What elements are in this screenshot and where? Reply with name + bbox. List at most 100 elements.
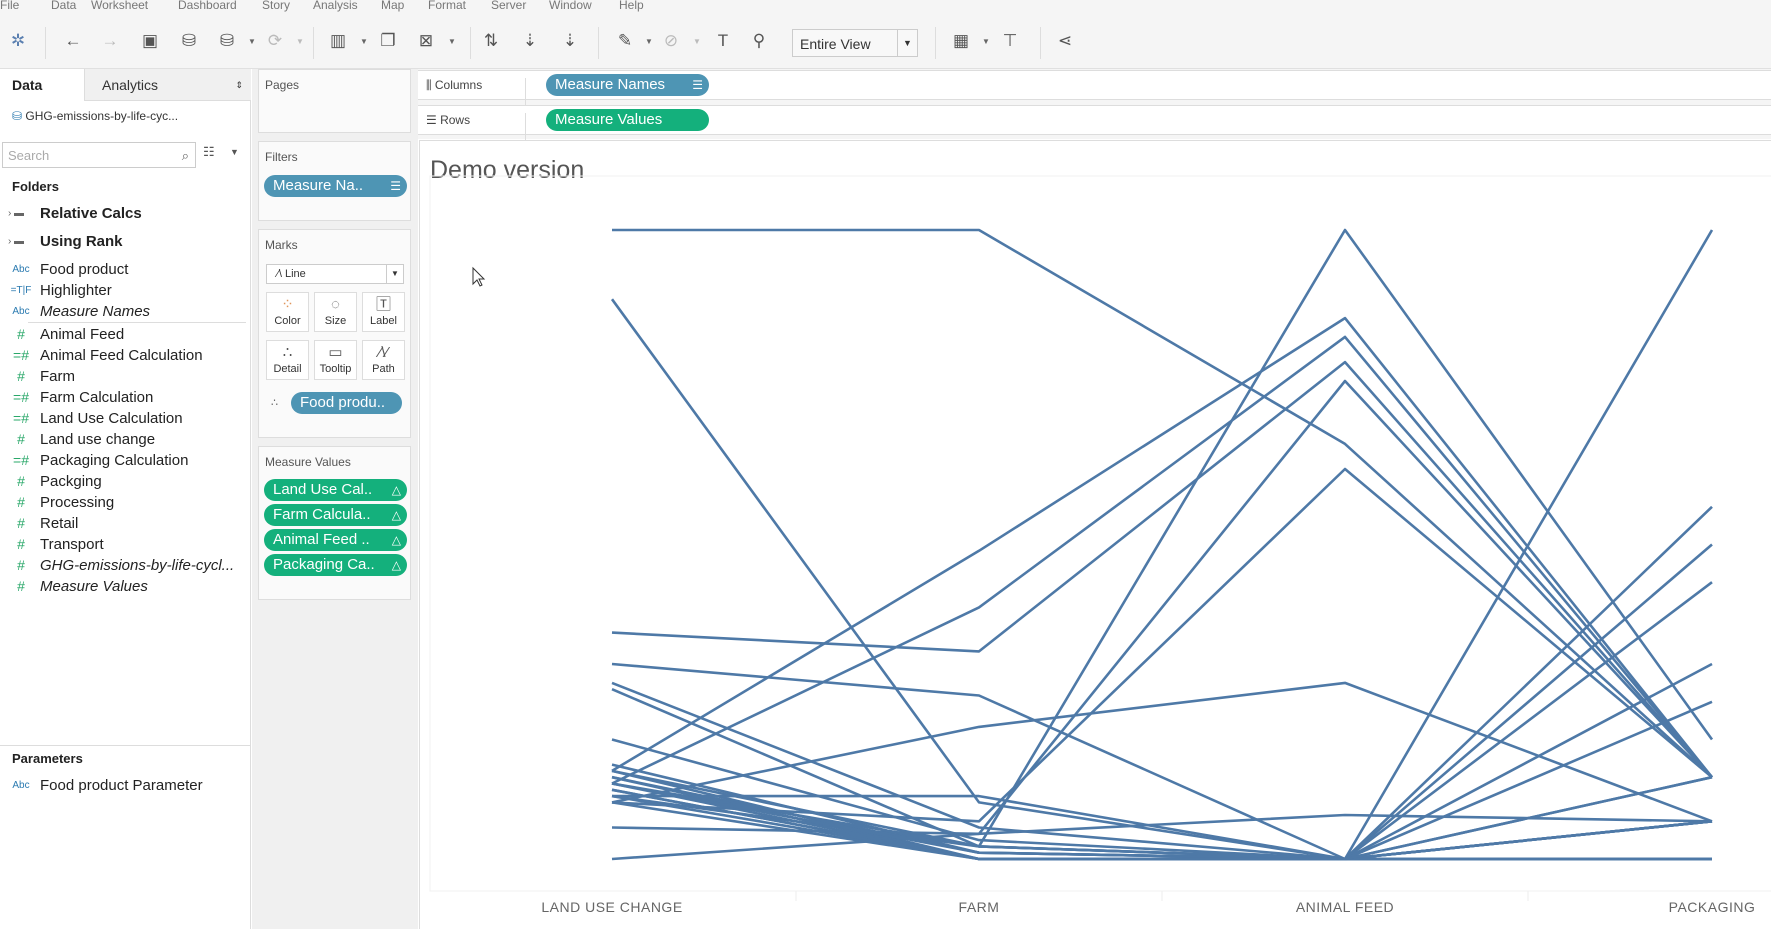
menu-help[interactable]: Help (619, 0, 644, 12)
series-line-26[interactable] (611, 775, 1713, 861)
series-line-4[interactable] (611, 360, 1713, 779)
highlight-icon[interactable]: ✎ (617, 31, 633, 50)
field-item[interactable]: =# Packaging Calculation (0, 450, 250, 471)
folder-item[interactable]: › ▬ Using Rank (0, 231, 250, 252)
field-item[interactable]: # Transport (0, 534, 250, 555)
columns-pill[interactable]: Measure Names ☰ (546, 74, 709, 96)
pause-updates-icon[interactable]: ⛁ (219, 31, 235, 50)
color-button[interactable]: ⁘ Color (266, 292, 309, 332)
series-line-12[interactable] (611, 681, 1713, 823)
measure-pill[interactable]: Animal Feed .. △ (264, 529, 407, 551)
redo-icon[interactable]: → (101, 31, 119, 50)
field-item[interactable]: # Land use change (0, 429, 250, 450)
columns-shelf[interactable]: ⫼ Columns Measure Names ☰ (418, 70, 1771, 106)
tab-data[interactable]: Data (12, 77, 43, 93)
refresh-icon[interactable]: ⟳ (267, 31, 283, 50)
columns-shelf-label: ⫼ Columns (426, 78, 526, 106)
field-item[interactable]: # Packging (0, 471, 250, 492)
series-line-15[interactable] (611, 229, 1714, 861)
label-label: Label (370, 315, 397, 327)
duplicate-sheet-icon[interactable]: ❐ (380, 31, 396, 50)
view-list-icon[interactable]: ☷ (203, 144, 215, 159)
field-item[interactable]: =T|F Highlighter (0, 280, 250, 301)
presentation-icon[interactable]: ⊤ (1002, 31, 1018, 50)
fit-view-select[interactable]: Entire View ▼ (792, 29, 918, 57)
swap-icon[interactable]: ⇅ (483, 31, 499, 50)
line-chart[interactable]: LAND USE CHANGE FARM ANIMAL FEED PACKAGING (420, 141, 1771, 930)
menu-data[interactable]: Data (51, 0, 77, 12)
measure-pill[interactable]: Farm Calcula.. △ (264, 504, 407, 526)
tooltip-button[interactable]: ▭ Tooltip (314, 340, 357, 380)
parameter-item[interactable]: Abc Food product Parameter (0, 775, 250, 796)
field-item[interactable]: # Farm (0, 366, 250, 387)
series-line-6[interactable] (611, 228, 1714, 848)
show-me-icon[interactable]: ▦ (952, 31, 970, 50)
folder-icon: › ▬ (7, 236, 25, 247)
group-icon[interactable]: ⊘ (663, 31, 679, 50)
folder-item[interactable]: › ▬ Relative Calcs (0, 203, 250, 224)
sort-ascending-icon[interactable]: ⇣ (522, 31, 538, 50)
menu-server[interactable]: Server (491, 0, 527, 12)
detail-pill[interactable]: Food produ.. (291, 392, 402, 414)
series-line-3[interactable] (611, 335, 1713, 785)
field-item[interactable]: # GHG-emissions-by-life-cycl... (0, 555, 250, 576)
filter-pill[interactable]: Measure Na.. ☰ (264, 175, 407, 197)
field-item[interactable]: # Measure Values (0, 576, 250, 597)
labels-icon[interactable]: T (717, 31, 729, 50)
toolbar: ✲ ← → ▣ ⛁ ⛁ ▼ ⟳ ▼ ▥ ▼ ❐ ⊠ ▼ ⇅ ⇣ ⇣ ✎ ▼ ⊘ ▼ T ⚲ … (0, 17, 1771, 69)
series-line-9[interactable] (611, 681, 1713, 861)
series-line-10[interactable] (611, 688, 1713, 861)
menu-analysis[interactable]: Analysis (313, 0, 358, 12)
save-icon[interactable]: ▣ (141, 31, 159, 50)
share-icon[interactable]: ⋖ (1057, 31, 1073, 50)
menu-worksheet[interactable]: Worksheet (91, 0, 149, 12)
series-line-8[interactable] (611, 467, 1713, 823)
field-item[interactable]: =# Farm Calculation (0, 387, 250, 408)
search-input[interactable]: Search ⌕ (2, 142, 196, 168)
dropdown-icon[interactable]: ▼ (230, 147, 239, 157)
series-line-0[interactable] (612, 228, 1713, 779)
field-item[interactable]: =# Animal Feed Calculation (0, 345, 250, 366)
columns-label: Columns (434, 78, 483, 92)
plot-area (429, 175, 1771, 892)
series-line-25[interactable] (611, 769, 1712, 861)
undo-icon[interactable]: ← (64, 31, 82, 50)
measure-pill[interactable]: Packaging Ca.. △ (264, 554, 407, 576)
tab-analytics[interactable]: Analytics ⇕ (84, 69, 251, 101)
tableau-logo-icon[interactable]: ✲ (10, 31, 26, 50)
menu-window[interactable]: Window (549, 0, 592, 12)
rows-pill[interactable]: Measure Values (546, 109, 709, 131)
label-button[interactable]: 🅃 Label (362, 292, 405, 332)
datasource-item[interactable]: ⛁ GHG-emissions-by-life-cyc... (12, 109, 178, 123)
field-item[interactable]: Abc Measure Names (0, 301, 250, 322)
mark-type-select[interactable]: ⁄\ Line ▼ (266, 264, 404, 284)
series-line-11[interactable] (611, 738, 1713, 861)
menu-story[interactable]: Story (262, 0, 291, 12)
menu-dashboard[interactable]: Dashboard (178, 0, 237, 12)
new-worksheet-icon[interactable]: ▥ (329, 31, 347, 50)
menu-file[interactable]: File (0, 0, 20, 12)
rows-shelf[interactable]: ☰ Rows Measure Values (418, 105, 1771, 141)
menu-format[interactable]: Format (428, 0, 467, 12)
pin-icon[interactable]: ⚲ (752, 31, 766, 50)
series-line-2[interactable] (611, 316, 1714, 779)
new-datasource-icon[interactable]: ⛁ (181, 31, 197, 50)
size-button[interactable]: ◌ Size (314, 292, 357, 332)
series-line-7[interactable] (611, 379, 1713, 836)
field-item[interactable]: # Processing (0, 492, 250, 513)
clear-sheet-icon[interactable]: ⊠ (418, 31, 434, 50)
path-button[interactable]: ⁄\⁄ Path (362, 340, 405, 380)
field-item[interactable]: Abc Food product (0, 259, 250, 280)
series-line-24[interactable] (611, 782, 1713, 861)
rows-shelf-label: ☰ Rows (426, 113, 526, 141)
detail-button[interactable]: ∴ Detail (266, 340, 309, 380)
field-item[interactable]: # Retail (0, 513, 250, 534)
field-item[interactable]: # Animal Feed (0, 324, 250, 345)
field-item[interactable]: =# Land Use Calculation (0, 408, 250, 429)
measure-pill[interactable]: Land Use Cal.. △ (264, 479, 407, 501)
menu-map[interactable]: Map (381, 0, 405, 12)
series-line-20[interactable] (611, 700, 1713, 861)
field-label: Measure Names (40, 303, 151, 320)
pages-card[interactable]: Pages (258, 69, 411, 133)
sort-descending-icon[interactable]: ⇣ (562, 31, 578, 50)
